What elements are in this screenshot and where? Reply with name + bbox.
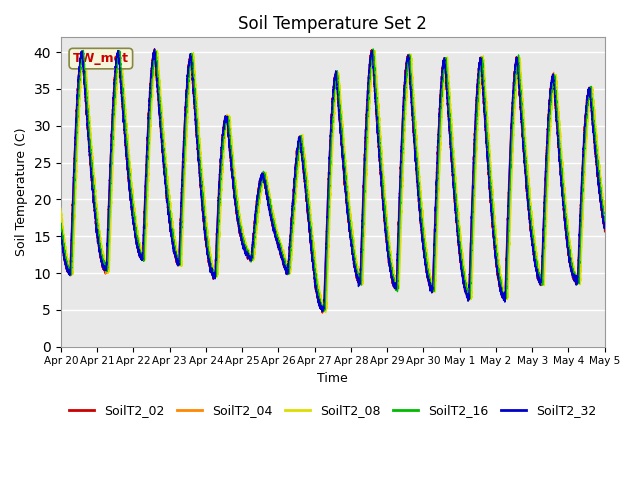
SoilT2_32 <box>242 251 250 256</box>
SoilT2_08 <box>572 269 579 275</box>
SoilT2_32 <box>601 225 609 231</box>
SoilT2_16 <box>454 224 462 230</box>
SoilT2_16 <box>601 221 609 227</box>
Text: TW_met: TW_met <box>73 52 129 65</box>
SoilT2_02 <box>601 229 609 235</box>
SoilT2_08 <box>601 208 609 214</box>
SoilT2_16 <box>572 276 579 282</box>
SoilT2_02 <box>572 277 579 283</box>
SoilT2_02 <box>578 172 586 178</box>
SoilT2_02 <box>314 296 322 302</box>
Line: SoilT2_08: SoilT2_08 <box>61 49 605 312</box>
Y-axis label: Soil Temperature (C): Soil Temperature (C) <box>15 128 28 256</box>
SoilT2_08 <box>454 209 462 215</box>
Title: Soil Temperature Set 2: Soil Temperature Set 2 <box>238 15 428 33</box>
SoilT2_08 <box>57 205 65 211</box>
SoilT2_32 <box>470 154 477 159</box>
SoilT2_08 <box>322 310 330 315</box>
SoilT2_32 <box>454 240 462 246</box>
SoilT2_02 <box>242 250 250 256</box>
SoilT2_32 <box>319 309 326 314</box>
SoilT2_08 <box>470 229 477 235</box>
Line: SoilT2_32: SoilT2_32 <box>61 49 605 312</box>
Line: SoilT2_04: SoilT2_04 <box>61 48 605 312</box>
SoilT2_08 <box>578 243 586 249</box>
SoilT2_32 <box>578 174 586 180</box>
SoilT2_04 <box>314 298 322 303</box>
SoilT2_16 <box>320 309 328 314</box>
SoilT2_04 <box>319 310 327 315</box>
SoilT2_32 <box>572 274 579 280</box>
SoilT2_08 <box>117 47 125 52</box>
SoilT2_04 <box>572 276 579 281</box>
SoilT2_04 <box>578 189 586 195</box>
SoilT2_04 <box>57 227 65 233</box>
SoilT2_02 <box>319 310 326 316</box>
SoilT2_02 <box>454 240 462 246</box>
SoilT2_16 <box>578 202 586 208</box>
SoilT2_16 <box>470 187 477 193</box>
SoilT2_16 <box>369 46 377 52</box>
SoilT2_02 <box>150 46 158 52</box>
SoilT2_08 <box>242 241 250 247</box>
SoilT2_02 <box>57 230 65 236</box>
Line: SoilT2_16: SoilT2_16 <box>61 49 605 312</box>
SoilT2_16 <box>242 246 250 252</box>
Legend: SoilT2_02, SoilT2_04, SoilT2_08, SoilT2_16, SoilT2_32: SoilT2_02, SoilT2_04, SoilT2_08, SoilT2_… <box>65 399 601 422</box>
SoilT2_04 <box>470 166 477 172</box>
SoilT2_32 <box>314 298 322 303</box>
SoilT2_04 <box>601 222 609 228</box>
SoilT2_02 <box>470 146 477 152</box>
SoilT2_04 <box>454 236 462 241</box>
SoilT2_32 <box>150 46 158 52</box>
Line: SoilT2_02: SoilT2_02 <box>61 49 605 313</box>
X-axis label: Time: Time <box>317 372 348 385</box>
SoilT2_08 <box>314 281 322 287</box>
SoilT2_04 <box>242 248 250 254</box>
SoilT2_16 <box>314 292 322 298</box>
SoilT2_32 <box>57 229 65 235</box>
SoilT2_04 <box>79 46 86 51</box>
SoilT2_16 <box>57 221 65 227</box>
